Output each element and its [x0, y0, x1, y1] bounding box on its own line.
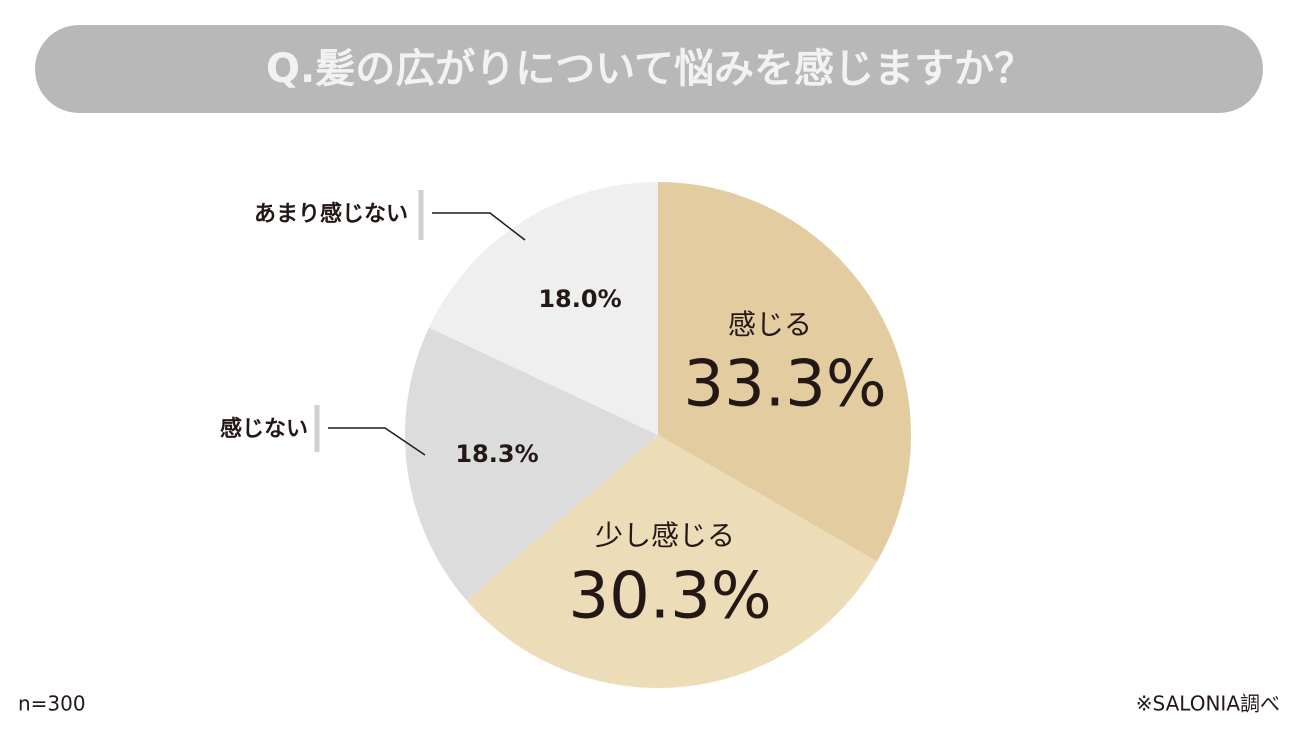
labels: 感じる 33.3% 少し感じる 30.3% 感じない 18.3% あまり感じない 18.0%	[220, 190, 887, 634]
category-label: 感じない	[220, 416, 308, 442]
leader-line	[328, 427, 426, 456]
category-label: あまり感じない	[254, 201, 408, 227]
value-label: 18.3%	[455, 440, 538, 468]
source: ※SALONIA調べ	[1136, 692, 1280, 716]
pie-slice	[466, 435, 878, 689]
pie-slice	[658, 182, 912, 562]
value-label: 30.3%	[568, 560, 771, 634]
chart-title: Q.髪の広がりについて悩みを感じますか？	[266, 46, 1034, 92]
category-label: 少し感じる	[595, 519, 735, 552]
title-bar	[35, 25, 1263, 113]
leader-line	[432, 212, 526, 241]
note: n=300	[18, 692, 86, 716]
value-label: 18.0%	[538, 285, 621, 313]
pie	[405, 182, 912, 689]
pie-slice	[405, 327, 658, 601]
value-label: 33.3%	[683, 348, 886, 422]
pie-slice	[428, 182, 658, 435]
category-label: 感じる	[728, 308, 812, 341]
